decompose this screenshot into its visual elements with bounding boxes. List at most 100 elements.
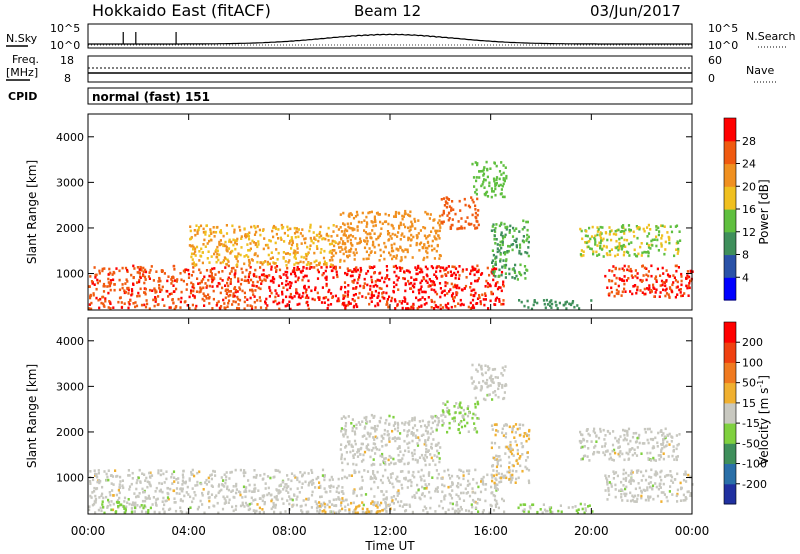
scatter-cell xyxy=(264,302,267,305)
scatter-cell xyxy=(192,247,195,251)
scatter-cell xyxy=(462,416,465,419)
scatter-cell xyxy=(443,484,446,488)
scatter-cell xyxy=(677,249,680,253)
scatter-cell xyxy=(248,489,251,493)
scatter-cell xyxy=(348,254,351,257)
scatter-cell xyxy=(367,211,370,215)
scatter-cell xyxy=(266,475,270,478)
scatter-cell xyxy=(380,227,383,230)
scatter-cell xyxy=(231,505,234,509)
scatter-cell xyxy=(301,269,304,272)
scatter-cell xyxy=(254,289,257,292)
scatter-cell xyxy=(385,291,388,295)
scatter-cell xyxy=(226,258,229,262)
scatter-cell xyxy=(110,474,113,477)
scatter-cell xyxy=(636,276,639,280)
scatter-cell xyxy=(406,486,409,489)
scatter-cell xyxy=(174,306,177,309)
scatter-cell xyxy=(525,220,528,224)
scatter-cell xyxy=(201,251,204,254)
scatter-cell xyxy=(643,250,646,254)
scatter-cell xyxy=(111,273,114,276)
scatter-cell xyxy=(666,273,670,276)
scatter-cell xyxy=(229,294,232,297)
scatter-cell xyxy=(588,459,591,462)
scatter-cell xyxy=(204,233,207,236)
scatter-cell xyxy=(130,288,134,291)
scatter-cell xyxy=(252,293,255,296)
scatter-cell xyxy=(419,475,422,479)
scatter-cell xyxy=(677,266,680,269)
scatter-cell xyxy=(474,406,477,409)
scatter-cell xyxy=(470,503,473,506)
scatter-cell xyxy=(510,243,513,247)
scatter-cell xyxy=(472,200,475,204)
scatter-cell xyxy=(141,472,144,475)
scatter-cell xyxy=(407,446,410,450)
scatter-cell xyxy=(347,225,350,229)
scatter-cell xyxy=(647,288,650,291)
scatter-cell xyxy=(425,487,428,490)
scatter-cell xyxy=(141,487,144,491)
scatter-cell xyxy=(373,220,376,223)
scatter-cell xyxy=(339,260,342,263)
scatter-cell xyxy=(471,416,474,420)
scatter-cell xyxy=(347,503,350,506)
scatter-cell xyxy=(167,492,170,496)
scatter-cell xyxy=(679,291,682,294)
scatter-cell xyxy=(354,215,358,218)
scatter-cell xyxy=(243,262,246,266)
scatter-cell xyxy=(656,494,660,498)
scatter-cell xyxy=(323,301,326,304)
scatter-cell xyxy=(519,464,522,468)
scatter-cell xyxy=(239,229,242,232)
scatter-cell xyxy=(361,435,364,438)
scatter-cell xyxy=(227,260,230,263)
scatter-cell xyxy=(266,243,269,247)
scatter-cell xyxy=(348,511,351,514)
scatter-cell xyxy=(369,432,372,435)
scatter-cell xyxy=(301,234,304,238)
scatter-cell xyxy=(631,292,634,296)
scatter-cell xyxy=(180,296,183,300)
scatter-cell xyxy=(359,240,362,243)
scatter-cell xyxy=(438,229,441,233)
scatter-cell xyxy=(596,254,599,257)
scatter-cell xyxy=(435,231,438,235)
scatter-cell xyxy=(473,185,476,188)
scatter-cell xyxy=(582,250,585,253)
scatter-cell xyxy=(492,272,496,276)
scatter-cell xyxy=(253,469,256,472)
scatter-cell xyxy=(550,306,553,309)
scatter-cell xyxy=(662,432,665,435)
scatter-cell xyxy=(211,485,214,488)
scatter-cell xyxy=(371,500,374,503)
scatter-cell xyxy=(646,451,649,455)
scatter-cell xyxy=(460,406,463,410)
scatter-cell xyxy=(155,498,158,501)
scatter-cell xyxy=(461,414,464,417)
scatter-cell xyxy=(475,188,478,192)
scatter-cell xyxy=(208,261,211,264)
scatter-cell xyxy=(615,276,618,280)
scatter-cell xyxy=(395,283,398,287)
scatter-cell xyxy=(444,510,447,514)
scatter-cell xyxy=(412,290,415,294)
scatter-cell xyxy=(660,450,663,454)
scatter-cell xyxy=(296,292,299,295)
scatter-cell xyxy=(438,237,441,240)
scatter-cell xyxy=(373,232,376,235)
scatter-cell xyxy=(599,430,602,433)
scatter-cell xyxy=(316,247,319,250)
scatter-cell xyxy=(292,270,295,273)
scatter-cell xyxy=(643,266,646,270)
scatter-cell xyxy=(225,291,228,295)
scatter-cell xyxy=(120,301,123,304)
scatter-cell xyxy=(318,508,322,512)
y-tick-label: 4000 xyxy=(56,131,84,144)
scatter-cell xyxy=(268,239,271,242)
scatter-cell xyxy=(682,478,686,482)
scatter-cell xyxy=(142,274,145,278)
scatter-cell xyxy=(462,491,465,495)
scatter-cell xyxy=(127,301,130,304)
